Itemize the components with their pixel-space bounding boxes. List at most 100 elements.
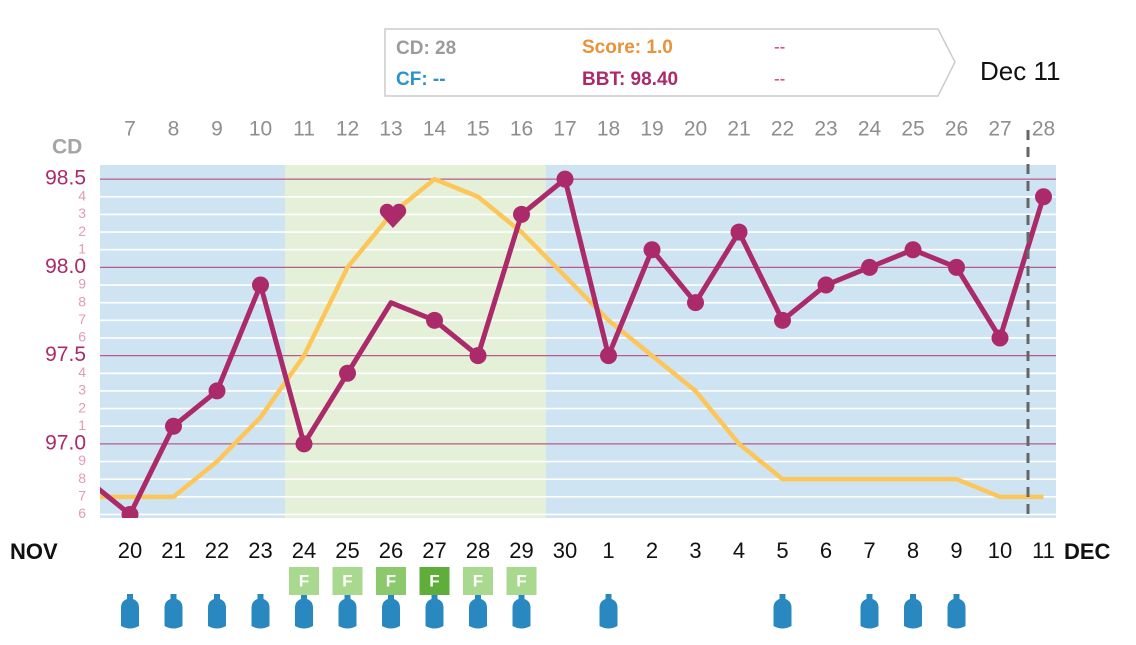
cervical-icon (425, 594, 444, 629)
cervical-icon (947, 594, 966, 629)
fertility-box (376, 567, 406, 595)
date-label: 29 (509, 538, 533, 563)
cervical-icon (251, 594, 270, 629)
cycle-day-label: 15 (466, 118, 489, 141)
cycle-day-label: 10 (249, 118, 272, 141)
tooltip-cf: CF: -- (396, 69, 446, 90)
cycle-day-label: 7 (124, 118, 136, 141)
date-label: 30 (553, 538, 577, 563)
series-line (100, 176, 1044, 500)
cervical-icon (164, 594, 183, 629)
y-tick-label: 4 (78, 364, 86, 380)
cycle-day-label: 28 (1032, 118, 1055, 141)
fertility-box (506, 567, 537, 595)
bbt-point (252, 276, 269, 294)
icons (121, 594, 966, 629)
tooltip-bbt: BBT: 98.40 (582, 69, 678, 90)
marks (100, 170, 1052, 518)
date-label: 24 (292, 538, 316, 563)
cycle-day-label: 21 (727, 118, 750, 141)
y-tick-label: 3 (78, 205, 86, 221)
cycle-day-label: 13 (379, 118, 402, 141)
y-tick-label: 9 (78, 276, 86, 292)
fertility-label: F (473, 571, 483, 590)
bbt-point (513, 205, 530, 223)
bbt-point (339, 364, 356, 382)
month-label: DEC (1064, 539, 1111, 564)
y-tick-label: 4 (78, 187, 86, 203)
cervical-icon (295, 594, 313, 629)
fertility-box (419, 567, 450, 595)
grid (100, 178, 1056, 516)
y-tick-label: 2 (78, 223, 86, 239)
fertility-label: F (429, 571, 439, 590)
y-tick-label: 7 (78, 311, 86, 327)
bbt-point (208, 382, 226, 400)
cycle-day-label: 20 (684, 118, 707, 141)
date-label: 10 (988, 538, 1012, 563)
tooltip-box (384, 28, 956, 97)
date-label: 6 (820, 538, 832, 563)
date-label: 8 (907, 538, 919, 563)
date-label: 27 (422, 538, 446, 563)
bbt-point (1035, 188, 1052, 206)
cycle-day-label: 8 (168, 118, 180, 141)
bbt-point (687, 294, 704, 312)
y-label: CD (52, 136, 82, 159)
fertility-label: F (299, 571, 309, 590)
cervical-icon (773, 594, 792, 629)
cycle-day-label: 17 (553, 118, 576, 141)
cycle-day-label: 23 (814, 118, 837, 141)
fertility-label: F (516, 571, 526, 590)
y-tick-label: 8 (78, 293, 86, 309)
cycle-day-label: 14 (423, 118, 447, 141)
cycle-day-label: 9 (211, 118, 223, 141)
plot-background (100, 165, 1056, 518)
y-tick-label: 98.0 (45, 255, 86, 278)
cycle-day-label: 18 (597, 118, 620, 141)
fertility-box (463, 567, 493, 595)
cervical-icon (512, 594, 531, 629)
tooltip-extra: -- (774, 37, 785, 56)
y-tick-label: 1 (78, 240, 86, 256)
bbt-point (295, 435, 313, 453)
month-label: NOV (10, 539, 58, 564)
fertility-label: F (386, 571, 396, 590)
y-tick-label: 1 (78, 417, 86, 433)
tooltip-extra: -- (774, 69, 785, 88)
y-tick-label: 6 (78, 329, 86, 345)
date-label: 11 (1032, 538, 1055, 563)
bbt-point (730, 223, 748, 241)
date-label: 20 (118, 538, 142, 563)
date-label: 28 (466, 538, 490, 563)
bbt-point (991, 329, 1009, 347)
y-tick-label: 98.5 (45, 167, 86, 190)
y-tick-label: 6 (78, 505, 86, 521)
fertility-box (289, 567, 319, 595)
cycle-day-label: 11 (293, 118, 315, 141)
bbt-point (556, 170, 574, 188)
cycle-day-label: 25 (901, 118, 924, 141)
cervical-icon (382, 594, 400, 629)
cycle-day-label: 12 (336, 118, 359, 141)
cervical-icon (338, 594, 357, 629)
date-label: 25 (335, 538, 359, 563)
bbt-point (948, 258, 965, 276)
cervical-icon (121, 594, 139, 629)
date-label: 7 (863, 538, 875, 563)
date-label: 26 (379, 538, 403, 563)
y-tick-label: 97.5 (45, 343, 86, 366)
bbt-point (643, 241, 661, 259)
cycle-day-label: 26 (945, 118, 968, 141)
y-tick-label: 97.0 (45, 431, 86, 454)
tooltip-score: Score: 1.0 (582, 37, 673, 58)
cervical-icon (208, 594, 226, 629)
date-label: 2 (646, 538, 658, 563)
bbt-point (600, 347, 617, 365)
cervical-icon (469, 594, 487, 629)
bbt-point (817, 276, 835, 294)
y-tick-label: 9 (78, 452, 86, 468)
date-label: 21 (161, 538, 185, 563)
